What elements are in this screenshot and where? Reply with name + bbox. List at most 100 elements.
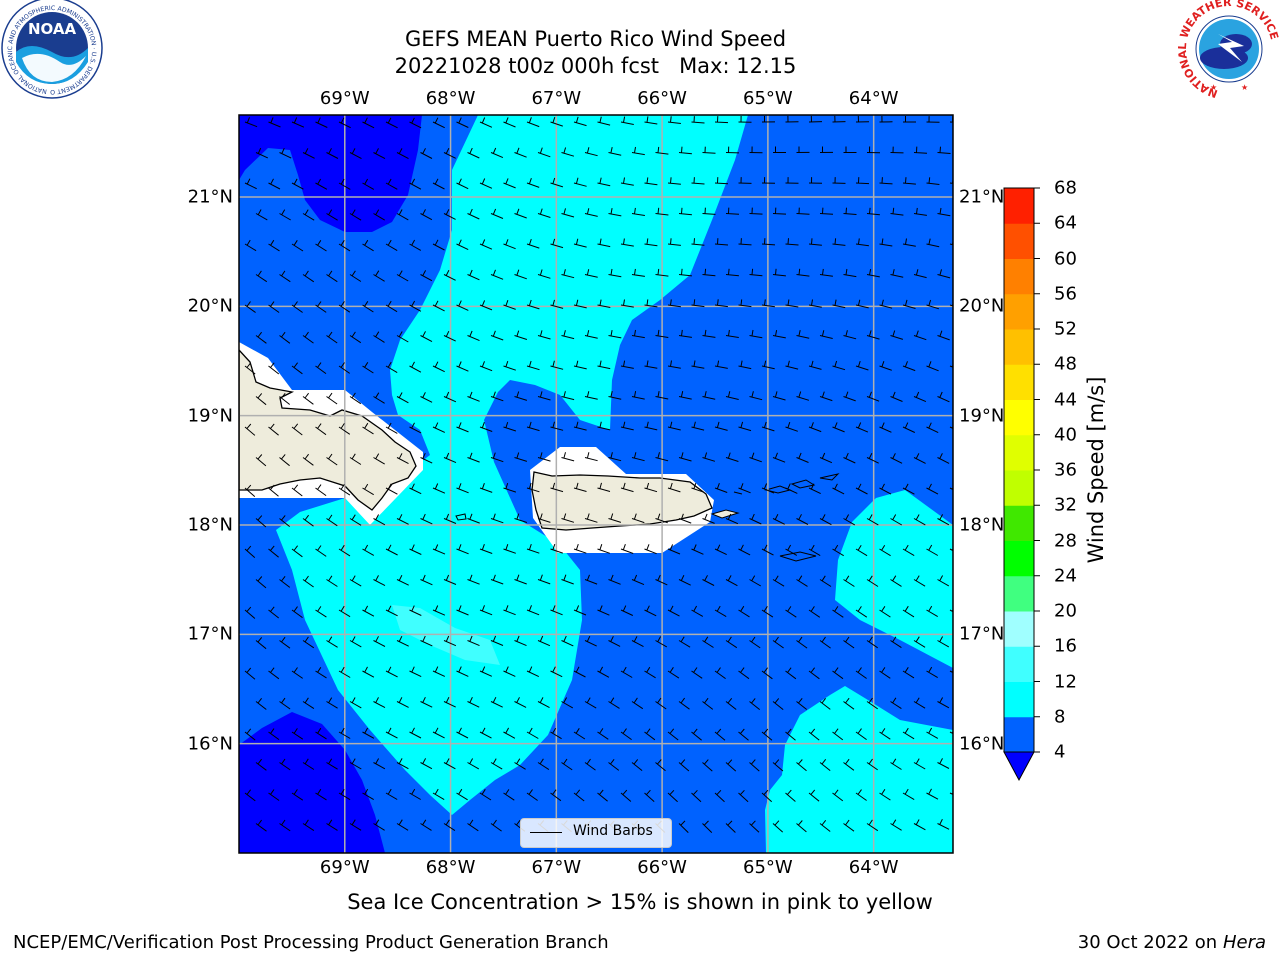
- wind-barb: [373, 819, 385, 831]
- wind-barb: [561, 758, 573, 771]
- lat-label-left: 21°N: [187, 186, 233, 208]
- wind-barb: [890, 330, 904, 340]
- wind-barb: [326, 209, 338, 221]
- wind-barb: [443, 635, 457, 647]
- wind-barb: [819, 207, 834, 215]
- wind-barb: [597, 116, 611, 126]
- wind-barb: [561, 330, 575, 340]
- wind-barb: [584, 330, 598, 339]
- wind-barb: [550, 177, 564, 188]
- wind-barb: [890, 514, 903, 526]
- wind-barb: [772, 268, 786, 277]
- wind-barb: [550, 116, 563, 127]
- colorbar-segment: [1004, 329, 1034, 348]
- wind-barb: [725, 513, 739, 525]
- wind-barb: [456, 300, 469, 311]
- wind-barb: [349, 758, 362, 770]
- wind-barb: [479, 422, 493, 432]
- wind-barb: [772, 513, 785, 525]
- wind-barb: [890, 207, 904, 216]
- wind-barb: [855, 360, 869, 371]
- wind-barb: [691, 482, 704, 493]
- wind-barb: [373, 331, 385, 343]
- wind-barb: [631, 207, 645, 216]
- wind-barb: [349, 453, 362, 465]
- wind-barb: [315, 117, 328, 128]
- wind-barb: [291, 606, 303, 619]
- lat-label-left: 17°N: [187, 623, 233, 645]
- wind-barb: [913, 758, 926, 770]
- wind-barb: [479, 789, 492, 801]
- colorbar-extend-under: [1003, 751, 1035, 782]
- land-mona: [455, 513, 467, 521]
- wind-barb: [526, 727, 539, 739]
- wind-barb: [913, 453, 926, 464]
- wind-barb: [302, 270, 315, 283]
- wind-barb: [691, 238, 705, 246]
- wind-barb: [279, 515, 291, 527]
- wind-barb: [785, 667, 797, 680]
- wind-barb: [738, 360, 752, 370]
- wind-barb: [443, 209, 456, 220]
- wind-barb: [926, 177, 940, 185]
- wind-barb: [725, 575, 738, 587]
- wind-barb: [937, 697, 950, 709]
- wind-barb: [761, 299, 775, 308]
- wind-barb: [866, 575, 879, 587]
- wind-barb: [315, 606, 327, 618]
- wind-barb: [608, 146, 622, 156]
- wind-barb: [631, 759, 643, 771]
- wind-barb: [702, 759, 713, 772]
- wind-barb: [456, 605, 469, 616]
- wind-barb: [620, 360, 634, 369]
- wind-barb: [396, 209, 409, 221]
- wind-barb: [349, 148, 362, 160]
- wind-barb: [409, 239, 422, 251]
- wind-barb: [749, 575, 762, 587]
- wind-barb: [631, 697, 644, 710]
- wind-barb: [655, 513, 668, 524]
- wind-barb: [866, 330, 880, 340]
- wind-barb: [843, 330, 857, 340]
- wind-barb: [819, 514, 832, 526]
- wind-barb: [772, 759, 784, 772]
- wind-barb: [584, 574, 598, 585]
- wind-barb: [620, 544, 634, 554]
- wind-barb: [785, 544, 798, 556]
- wind-barb: [832, 422, 845, 433]
- wind-barb: [655, 391, 669, 400]
- wind-barb: [561, 697, 574, 709]
- wind-barb: [526, 360, 540, 371]
- colorbar-tick-label: 64: [1054, 212, 1077, 234]
- lat-label-right: 20°N: [959, 295, 1005, 317]
- wind-barb: [702, 513, 715, 524]
- wind-barb: [373, 209, 385, 221]
- wind-barb: [890, 575, 902, 587]
- colorbar-segment: [1004, 487, 1034, 506]
- wind-barb: [349, 514, 362, 526]
- wind-barb: [503, 789, 515, 801]
- wind-barb: [667, 116, 681, 124]
- wind-barb: [479, 117, 493, 128]
- wind-barb: [255, 331, 267, 344]
- wind-barb: [244, 117, 258, 128]
- field-8-12-southeast: [765, 686, 953, 853]
- wind-barb: [291, 117, 305, 128]
- wind-barb: [467, 269, 480, 281]
- wind-barb: [514, 635, 527, 647]
- wind-barb: [537, 208, 551, 218]
- wind-barb: [255, 515, 267, 528]
- wind-barb: [738, 789, 749, 803]
- wind-barb: [738, 728, 749, 741]
- wind-barb: [550, 605, 563, 616]
- wind-barb: [584, 147, 598, 157]
- wind-barb: [385, 727, 398, 739]
- wind-barb: [913, 269, 927, 279]
- wind-barb: [796, 207, 810, 215]
- wind-barb: [819, 697, 831, 710]
- wind-barb: [526, 299, 540, 310]
- wind-barb: [913, 636, 926, 648]
- lon-label-bottom: 66°W: [637, 857, 687, 878]
- wind-barb: [725, 697, 737, 710]
- wind-barb: [255, 393, 267, 406]
